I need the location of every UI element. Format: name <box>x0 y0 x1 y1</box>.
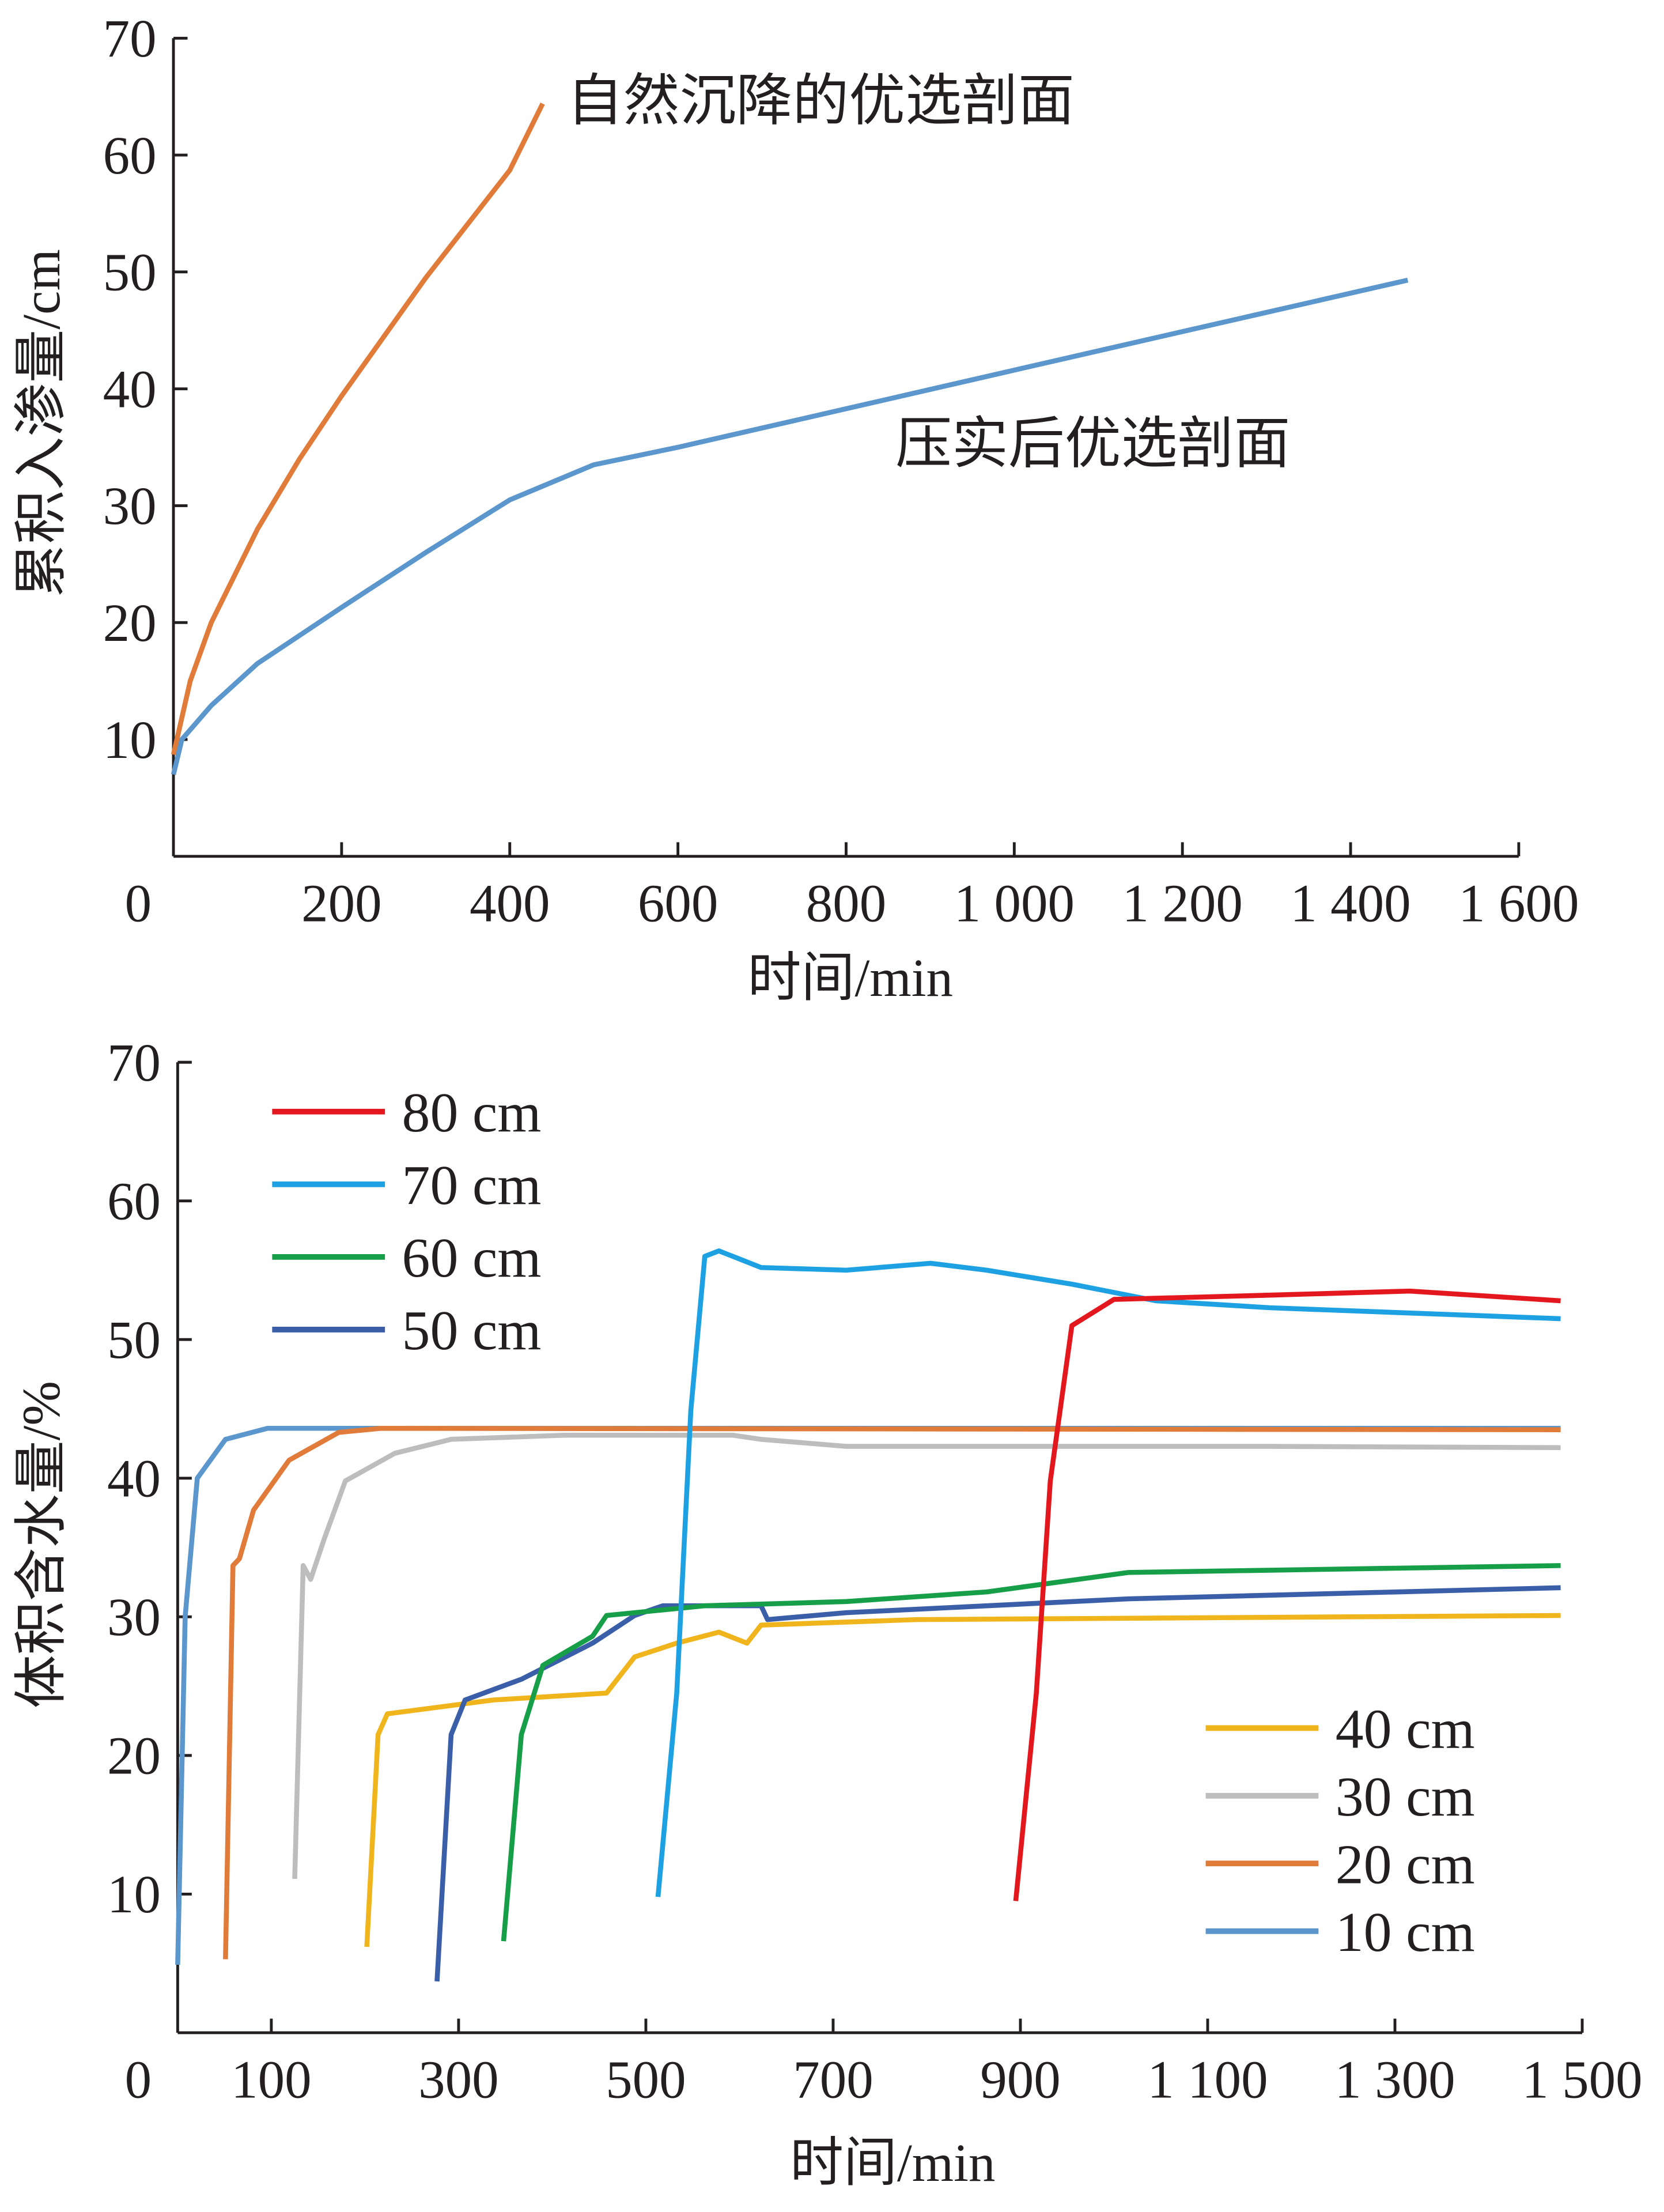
legend-label: 60 cm <box>402 1227 542 1289</box>
x-tick-label: 600 <box>638 874 718 933</box>
legend-label: 10 cm <box>1336 1901 1475 1964</box>
x-axis-label: 时间/min <box>748 949 954 1008</box>
x-tick-label: 1 300 <box>1334 2051 1455 2110</box>
y-tick-label: 20 <box>107 1727 161 1786</box>
y-axis-label: 累积入渗量/cm <box>12 249 71 597</box>
annotation-natural-settlement: 自然沉降的优选剖面 <box>567 70 1075 133</box>
x-tick-label: 1 100 <box>1147 2051 1268 2110</box>
series-line-压实后优选剖面 <box>171 277 1409 775</box>
legend-label: 20 cm <box>1336 1834 1475 1896</box>
y-tick-label: 10 <box>107 1865 161 1924</box>
annotation-compacted: 压实后优选剖面 <box>895 413 1290 475</box>
y-tick-label: 70 <box>103 9 157 69</box>
series-line-自然沉降的优选剖面 <box>171 102 545 756</box>
y-tick-label: 30 <box>103 477 157 536</box>
legend-label: 70 cm <box>402 1154 542 1217</box>
x-tick-label: 700 <box>793 2051 873 2110</box>
y-tick-label: 30 <box>107 1588 161 1647</box>
y-axis-label: 体积含水量/% <box>12 1381 71 1708</box>
series-line-30-cm <box>292 1432 1561 1879</box>
x-tick-label: 500 <box>606 2051 686 2110</box>
x-tick-label: 0 <box>125 874 152 933</box>
x-tick-label: 1 400 <box>1290 874 1410 933</box>
x-tick-label: 800 <box>806 874 887 933</box>
series-line-20-cm <box>223 1425 1561 1960</box>
x-tick-label: 1 500 <box>1522 2051 1642 2110</box>
x-tick-label: 1 000 <box>954 874 1075 933</box>
x-tick-label: 300 <box>418 2051 499 2110</box>
y-tick-label: 20 <box>103 594 157 653</box>
y-tick-label: 70 <box>107 1033 161 1093</box>
x-tick-label: 1 200 <box>1122 874 1243 933</box>
legend-label: 80 cm <box>402 1082 542 1144</box>
y-tick-label: 60 <box>107 1172 161 1231</box>
series-line-60-cm <box>501 1563 1561 1942</box>
y-tick-label: 40 <box>103 360 157 419</box>
water-content-chart: 时间/min 体积含水量/% 0 100 300 500 700 900 1 100 1 30… <box>12 1033 1643 2193</box>
cumulative-infiltration-chart: 自然沉降的优选剖面 压实后优选剖面 时间/min 累积入渗量/cm 0 200 40… <box>12 9 1579 1008</box>
x-tick-label: 1 600 <box>1458 874 1579 933</box>
y-tick-label: 50 <box>103 243 157 303</box>
y-tick-label: 60 <box>103 126 157 186</box>
series-line-40-cm <box>364 1613 1561 1947</box>
x-tick-label: 900 <box>980 2051 1061 2110</box>
x-tick-label: 100 <box>231 2051 311 2110</box>
series-line-70-cm <box>655 1248 1561 1897</box>
series-line-80-cm <box>1013 1288 1561 1901</box>
x-axis-label: 时间/min <box>790 2134 996 2193</box>
y-tick-label: 40 <box>107 1449 161 1509</box>
legend-label: 50 cm <box>402 1300 542 1362</box>
x-tick-label: 200 <box>301 874 381 933</box>
y-tick-label: 10 <box>103 711 157 770</box>
legend-label: 40 cm <box>1336 1698 1475 1761</box>
legend-label: 30 cm <box>1336 1766 1475 1828</box>
y-tick-label: 50 <box>107 1311 161 1370</box>
x-tick-label: 0 <box>125 2051 152 2110</box>
x-tick-label: 400 <box>470 874 550 933</box>
